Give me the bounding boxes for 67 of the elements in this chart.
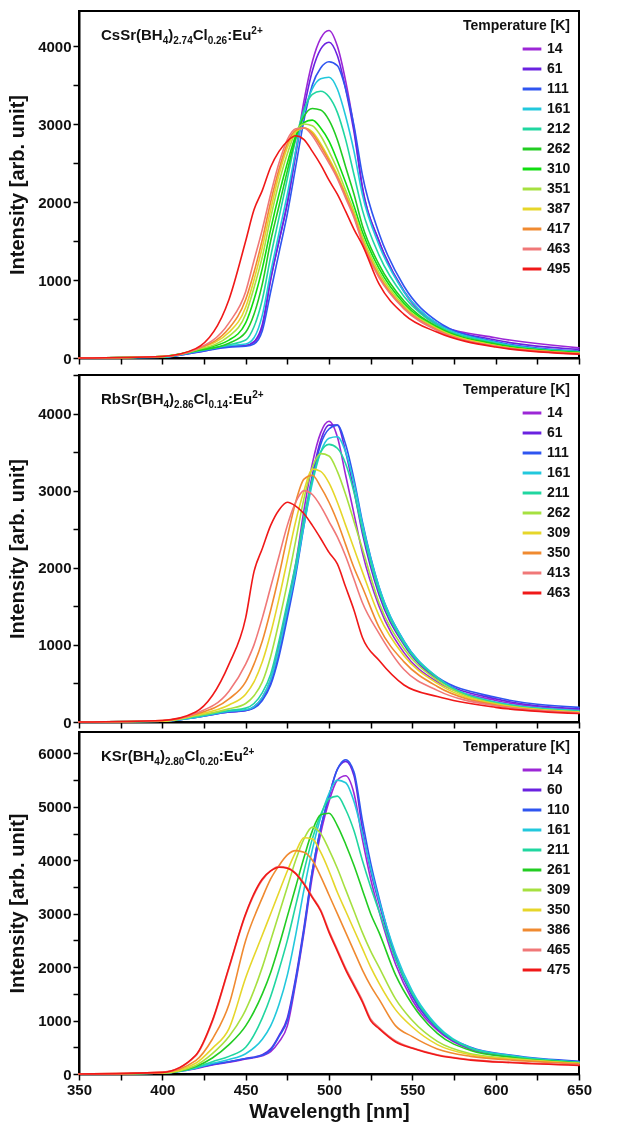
- legend-label: 262: [547, 504, 571, 520]
- y-tick-label: 3000: [38, 905, 72, 923]
- legend-label: 495: [547, 260, 571, 276]
- y-tick-label: 1000: [38, 271, 72, 289]
- y-axis-title: Intensity [arb. unit]: [6, 95, 29, 275]
- x-tick-label: 350: [66, 1080, 93, 1098]
- y-tick-label: 4000: [38, 851, 72, 869]
- x-tick-label: 650: [566, 1080, 593, 1098]
- y-tick-label: 6000: [38, 744, 72, 762]
- legend-label: 14: [547, 404, 563, 420]
- legend-label: 211: [547, 841, 570, 857]
- y-tick-label: 3000: [38, 115, 72, 133]
- legend-title: Temperature [K]: [462, 738, 570, 754]
- legend-label: 110: [547, 801, 570, 817]
- legend-label: 60: [547, 781, 563, 797]
- y-tick-label: 1000: [38, 636, 72, 654]
- y-tick-label: 0: [63, 713, 72, 731]
- legend-label: 211: [547, 484, 570, 500]
- legend-label: 475: [547, 961, 571, 977]
- y-tick-label: 1000: [38, 1012, 72, 1030]
- legend-label: 161: [547, 100, 571, 116]
- y-tick-label: 4000: [38, 405, 72, 423]
- legend-label: 465: [547, 941, 571, 957]
- legend-label: 387: [547, 200, 571, 216]
- x-tick-label: 500: [316, 1080, 343, 1098]
- y-tick-label: 4000: [38, 37, 72, 55]
- legend-label: 61: [547, 424, 563, 440]
- legend-label: 350: [547, 901, 571, 917]
- legend-label: 14: [547, 761, 563, 777]
- legend-label: 351: [547, 180, 571, 196]
- legend-label: 261: [547, 861, 571, 877]
- legend-label: 463: [547, 240, 571, 256]
- x-tick-label: 400: [150, 1080, 176, 1098]
- legend-title: Temperature [K]: [462, 381, 570, 397]
- legend-label: 350: [547, 544, 571, 560]
- legend-label: 310: [547, 160, 571, 176]
- y-tick-label: 2000: [38, 193, 72, 211]
- x-tick-label: 550: [400, 1080, 426, 1098]
- y-tick-label: 0: [63, 349, 72, 367]
- legend-label: 309: [547, 524, 571, 540]
- legend-label: 386: [547, 921, 571, 937]
- annotation: CsSr(BH$_{4}$)$_{2.74}$Cl$_{0.26}$:Eu$^{2+}$: [101, 25, 263, 46]
- legend-label: 309: [547, 881, 571, 897]
- legend-label: 463: [547, 584, 571, 600]
- y-axis-title: Intensity [arb. unit]: [6, 459, 29, 639]
- y-tick-label: 0: [63, 1065, 72, 1083]
- legend-label: 61: [547, 60, 563, 76]
- legend-label: 111: [547, 444, 570, 460]
- legend-label: 417: [547, 220, 571, 236]
- y-tick-label: 2000: [38, 958, 72, 976]
- legend-label: 161: [547, 464, 571, 480]
- x-tick-label: 600: [483, 1080, 509, 1098]
- legend-title: Temperature [K]: [462, 17, 570, 33]
- y-tick-label: 5000: [38, 798, 72, 816]
- legend-label: 413: [547, 564, 571, 580]
- legend-label: 161: [547, 821, 571, 837]
- y-tick-label: 2000: [38, 559, 72, 577]
- annotation: RbSr(BH$_{4}$)$_{2.86}$Cl$_{0.14}$:Eu$^{2+}$: [101, 389, 264, 410]
- legend-label: 212: [547, 120, 571, 136]
- annotation: KSr(BH$_{4}$)$_{2.80}$Cl$_{0.20}$:Eu$^{2+}$: [101, 746, 255, 767]
- legend-label: 14: [547, 40, 563, 56]
- legend-label: 262: [547, 140, 571, 156]
- x-axis-title: Wavelength [nm]: [249, 1099, 410, 1122]
- legend-label: 111: [547, 80, 570, 96]
- y-tick-label: 3000: [38, 482, 72, 500]
- x-tick-label: 450: [233, 1080, 259, 1098]
- y-axis-title: Intensity [arb. unit]: [6, 813, 29, 994]
